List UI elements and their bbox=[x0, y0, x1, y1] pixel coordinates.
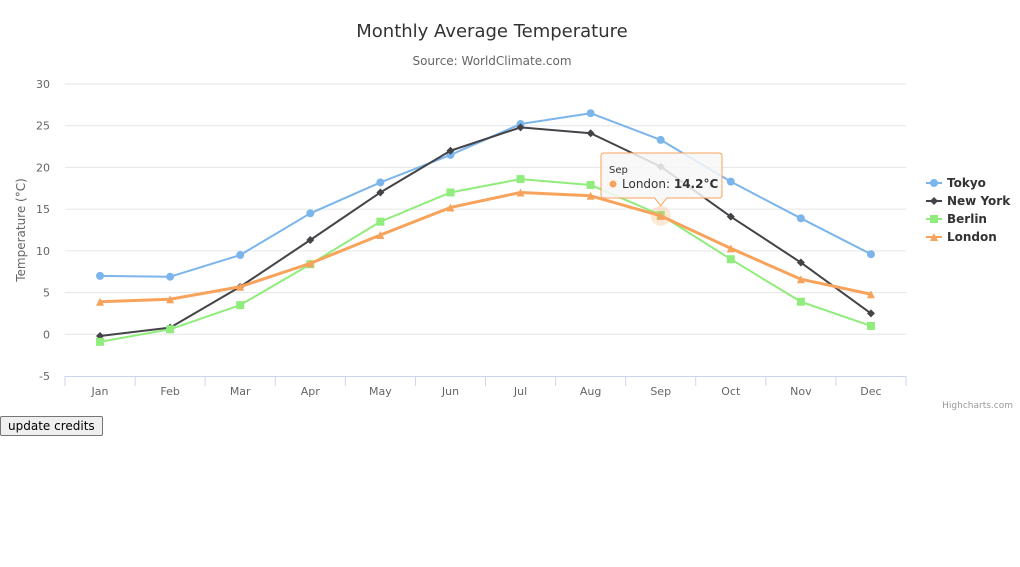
y-tick-label: -5 bbox=[39, 370, 50, 383]
legend-marker-icon bbox=[930, 215, 938, 223]
series-line-london[interactable] bbox=[98, 190, 873, 304]
data-point-london[interactable] bbox=[656, 211, 665, 220]
legend-label: Berlin bbox=[947, 212, 987, 226]
data-point-london[interactable] bbox=[236, 282, 245, 291]
y-tick-label: 25 bbox=[36, 120, 50, 133]
legend-item-berlin[interactable]: Berlin bbox=[926, 212, 987, 226]
line-chart: Monthly Average Temperature Source: Worl… bbox=[0, 0, 1020, 415]
series-london bbox=[96, 188, 875, 306]
data-point-new-york[interactable] bbox=[726, 212, 735, 221]
data-point-tokyo[interactable] bbox=[376, 178, 385, 187]
data-point-london[interactable] bbox=[306, 259, 315, 268]
data-point-new-york[interactable] bbox=[516, 123, 525, 132]
data-point-new-york[interactable] bbox=[306, 236, 315, 245]
tooltip-body: London: 14.2°C bbox=[622, 177, 718, 191]
data-point-new-york[interactable] bbox=[446, 146, 455, 155]
x-tick-label: Apr bbox=[301, 385, 321, 398]
y-axis-title: Temperature (°C) bbox=[14, 178, 28, 283]
data-point-new-york[interactable] bbox=[796, 258, 805, 267]
y-tick-label: 10 bbox=[36, 245, 50, 258]
tooltip-header: Sep bbox=[609, 165, 628, 176]
data-point-tokyo[interactable] bbox=[306, 209, 315, 218]
x-tick-label: Nov bbox=[790, 385, 812, 398]
legend-item-london[interactable]: London bbox=[926, 230, 997, 244]
legend-label: London bbox=[947, 230, 997, 244]
legend: Tokyo New York Berlin London bbox=[926, 176, 1011, 244]
data-point-london[interactable] bbox=[586, 191, 595, 200]
data-point-berlin[interactable] bbox=[376, 217, 385, 226]
x-tick-label: May bbox=[369, 385, 392, 398]
legend-item-new-york[interactable]: New York bbox=[926, 194, 1011, 208]
series-line-berlin[interactable] bbox=[99, 178, 872, 343]
chart-background bbox=[0, 0, 1020, 415]
x-axis-tick-labels: Jan Feb Mar Apr May Jun Jul Aug Sep Oct Nov Dec bbox=[91, 385, 882, 398]
legend-item-tokyo[interactable]: Tokyo bbox=[926, 176, 986, 190]
data-point-berlin[interactable] bbox=[446, 188, 455, 197]
data-point-tokyo[interactable] bbox=[796, 214, 805, 223]
y-axis-tick-labels: -5 0 5 10 15 20 25 30 bbox=[36, 78, 50, 383]
data-point-berlin[interactable] bbox=[96, 337, 105, 346]
tooltip-separator: : bbox=[666, 177, 674, 191]
data-point-london[interactable] bbox=[376, 231, 385, 240]
data-point-berlin[interactable] bbox=[166, 325, 175, 334]
data-point-london[interactable] bbox=[726, 244, 735, 253]
series-layer bbox=[96, 109, 875, 346]
data-point-berlin[interactable] bbox=[586, 180, 595, 189]
tooltip-series-name: London bbox=[622, 177, 666, 191]
data-point-tokyo[interactable] bbox=[236, 251, 245, 260]
data-point-berlin[interactable] bbox=[866, 321, 875, 330]
x-tick-label: Jan bbox=[91, 385, 109, 398]
x-tick-label: Dec bbox=[860, 385, 881, 398]
data-point-tokyo[interactable] bbox=[96, 271, 105, 280]
data-point-london[interactable] bbox=[96, 297, 105, 306]
y-tick-label: 0 bbox=[43, 328, 50, 341]
x-tick-label: Aug bbox=[580, 385, 601, 398]
tooltip-series-dot bbox=[609, 180, 617, 188]
data-point-berlin[interactable] bbox=[796, 297, 805, 306]
chart-subtitle: Source: WorldClimate.com bbox=[412, 54, 571, 68]
data-point-berlin[interactable] bbox=[236, 301, 245, 310]
data-point-london[interactable] bbox=[446, 203, 455, 212]
data-point-new-york[interactable] bbox=[376, 188, 385, 197]
data-point-new-york[interactable] bbox=[866, 309, 875, 318]
y-tick-label: 5 bbox=[43, 287, 50, 300]
update-credits-button[interactable]: update credits bbox=[0, 416, 103, 436]
legend-label: New York bbox=[947, 194, 1011, 208]
data-point-london[interactable] bbox=[166, 295, 175, 304]
data-point-london[interactable] bbox=[796, 275, 805, 284]
data-point-london[interactable] bbox=[516, 188, 525, 197]
x-tick-label: Sep bbox=[650, 385, 671, 398]
data-point-tokyo[interactable] bbox=[866, 250, 875, 259]
tooltip-value: 14.2°C bbox=[674, 177, 719, 191]
x-tick-label: Jun bbox=[441, 385, 459, 398]
legend-marker-icon bbox=[930, 233, 938, 241]
y-tick-label: 30 bbox=[36, 78, 50, 91]
tooltip-box bbox=[600, 152, 723, 207]
data-point-new-york[interactable] bbox=[586, 129, 595, 138]
data-point-berlin[interactable] bbox=[516, 175, 525, 184]
series-line-new-york[interactable] bbox=[99, 126, 872, 337]
y-tick-label: 20 bbox=[36, 161, 50, 174]
data-point-london[interactable] bbox=[866, 290, 875, 299]
data-point-tokyo[interactable] bbox=[726, 177, 735, 186]
x-axis bbox=[64, 376, 907, 386]
chart-title: Monthly Average Temperature bbox=[356, 21, 627, 42]
y-tick-label: 15 bbox=[36, 203, 50, 216]
data-point-tokyo[interactable] bbox=[586, 109, 595, 118]
data-point-tokyo[interactable] bbox=[656, 135, 665, 144]
legend-label: Tokyo bbox=[947, 176, 986, 190]
legend-marker-icon bbox=[930, 179, 938, 187]
x-tick-label: Jul bbox=[513, 385, 527, 398]
x-tick-label: Feb bbox=[160, 385, 179, 398]
credits-link[interactable]: Highcharts.com bbox=[942, 401, 1013, 411]
x-tick-label: Oct bbox=[721, 385, 741, 398]
x-tick-label: Mar bbox=[230, 385, 251, 398]
data-point-tokyo[interactable] bbox=[166, 272, 175, 281]
chart-container: Monthly Average Temperature Source: Worl… bbox=[0, 0, 1020, 415]
legend-marker-icon bbox=[930, 197, 938, 205]
data-point-berlin[interactable] bbox=[726, 255, 735, 264]
